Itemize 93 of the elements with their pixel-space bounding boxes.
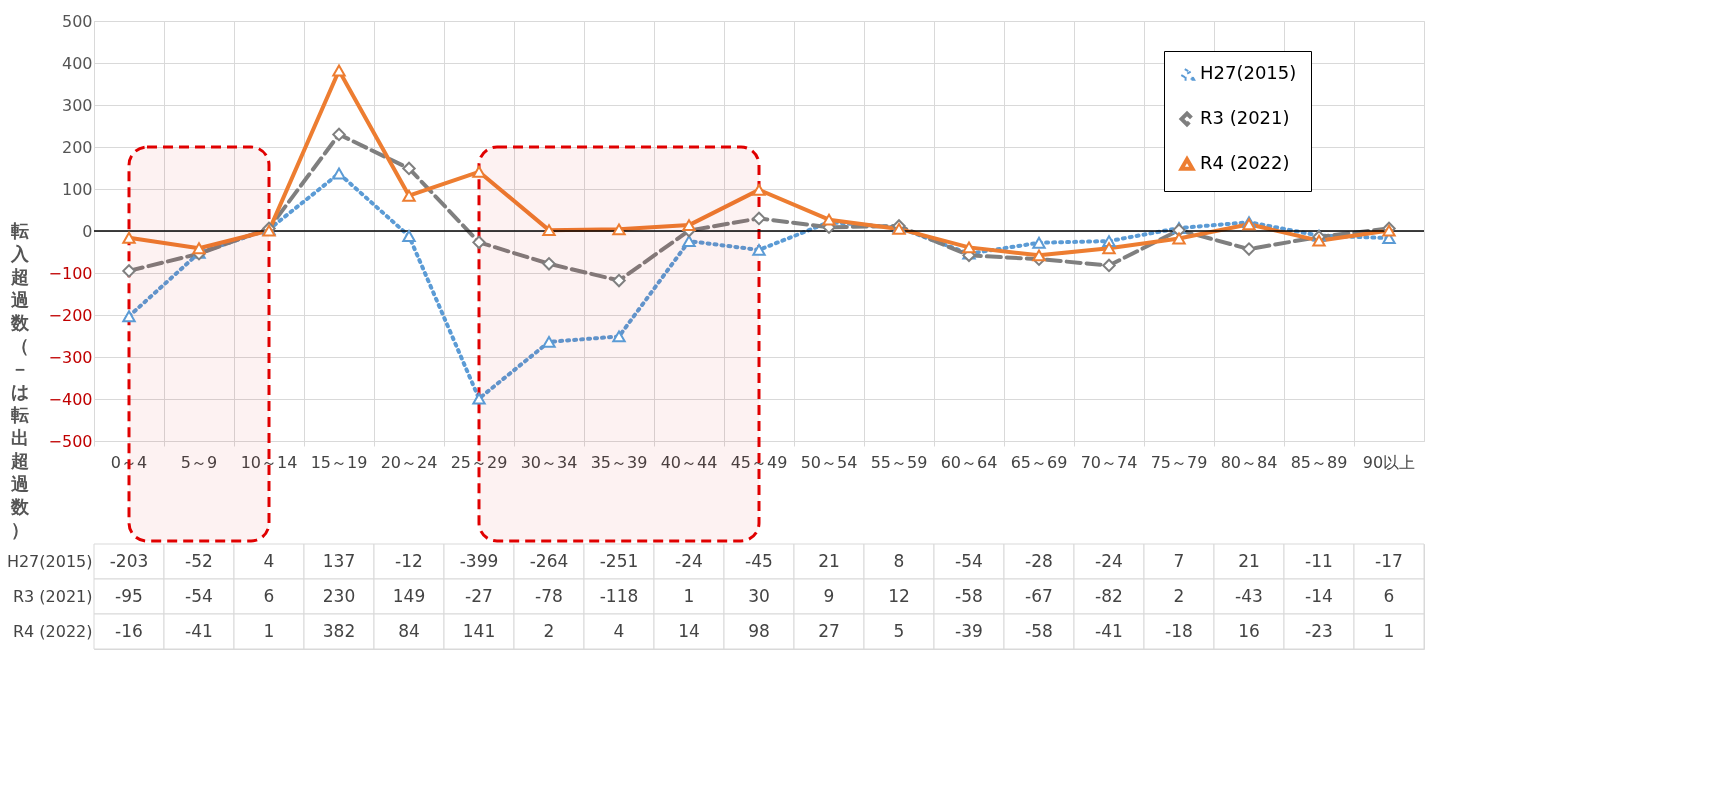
data-label: -78 [535,585,563,606]
x-tick-label: 80～84 [1220,452,1278,472]
x-tick-label: 55～59 [870,452,928,472]
legend-label: R4 (2022) [1200,152,1290,173]
x-tick-label: 25～29 [450,452,508,472]
legend-label: H27(2015) [1200,62,1297,83]
x-tick-label: 85～89 [1290,452,1348,472]
data-label: -43 [1235,585,1263,606]
data-label: -18 [1165,620,1193,641]
x-tick-label: 20～24 [380,452,438,472]
data-label: 4 [613,620,625,641]
data-label: -67 [1025,585,1053,606]
data-label: 2 [543,620,555,641]
data-label: -24 [1095,550,1123,571]
data-label: 6 [263,585,275,606]
y-tick-label: 100 [61,179,93,199]
data-label: -118 [599,585,639,606]
data-label: 12 [888,585,910,606]
x-tick-label: 5～9 [180,452,218,472]
text: H27(2015) [6,551,93,571]
x-tick-label: 75～79 [1150,452,1208,472]
data-label: 8 [893,550,905,571]
data-label: 21 [818,550,840,571]
y-tick-label: 400 [61,53,93,73]
data-label: 149 [392,585,426,606]
y-tick-label: 200 [61,137,93,157]
y-tick-label: 500 [61,11,93,31]
y-tick-label: 300 [61,95,93,115]
data-label: -399 [459,550,499,571]
data-label: 137 [322,550,356,571]
data-label: 230 [322,585,356,606]
y-tick-label: 0 [82,221,93,241]
data-label: -264 [529,550,569,571]
legend-label: R3 (2021) [1200,107,1290,128]
data-label: -203 [109,550,149,571]
data-label: 9 [823,585,835,606]
data-label: -58 [1025,620,1053,641]
y-tick-label: −300 [48,347,93,367]
data-label: 141 [462,620,496,641]
data-label: 7 [1173,550,1185,571]
data-label: 27 [818,620,840,641]
data-label: -14 [1305,585,1333,606]
data-label: -54 [185,585,213,606]
data-label: 14 [678,620,700,641]
x-tick-label: 15～19 [310,452,368,472]
data-label: 98 [748,620,770,641]
data-label: -39 [955,620,983,641]
text: R3 (2021) [12,586,93,606]
data-label: -28 [1025,550,1053,571]
x-tick-label: 40～44 [660,452,718,472]
data-label: 382 [322,620,356,641]
data-label: -95 [115,585,143,606]
data-label: -12 [395,550,423,571]
data-label: 84 [398,620,420,641]
text: 転入超過数（－は転出超過数） [10,219,29,540]
y-tick-label: −500 [48,431,93,451]
data-label: -41 [1095,620,1123,641]
data-label: 5 [893,620,905,641]
text: R4 (2022) [12,621,93,641]
data-label: -24 [675,550,703,571]
data-label: -54 [955,550,983,571]
x-tick-label: 50～54 [800,452,858,472]
data-label: -45 [745,550,773,571]
x-tick-label: 35～39 [590,452,648,472]
x-tick-label: 45～49 [730,452,788,472]
y-tick-label: −200 [48,305,93,325]
data-label: -16 [115,620,143,641]
data-label: 6 [1383,585,1395,606]
data-label: 30 [748,585,770,606]
data-label: -27 [465,585,493,606]
y-tick-label: −400 [48,389,93,409]
x-tick-label: 70～74 [1080,452,1138,472]
data-label: 1 [1383,620,1395,641]
data-label: -251 [599,550,639,571]
x-tick-label: 65～69 [1010,452,1068,472]
data-label: 4 [263,550,275,571]
data-label: -82 [1095,585,1123,606]
data-label: -17 [1375,550,1403,571]
data-label: 16 [1238,620,1260,641]
x-tick-label: 30～34 [520,452,578,472]
data-label: 1 [263,620,275,641]
data-label: -41 [185,620,213,641]
data-label: -11 [1305,550,1333,571]
data-label: -52 [185,550,213,571]
data-label: -58 [955,585,983,606]
x-tick-label: 60～64 [940,452,998,472]
y-tick-label: −100 [48,263,93,283]
x-tick-label: 10～14 [240,452,298,472]
x-tick-label: 90以上 [1362,452,1416,472]
data-label: -23 [1305,620,1333,641]
data-label: 21 [1238,550,1260,571]
data-label: 2 [1173,585,1185,606]
data-label: 1 [683,585,695,606]
